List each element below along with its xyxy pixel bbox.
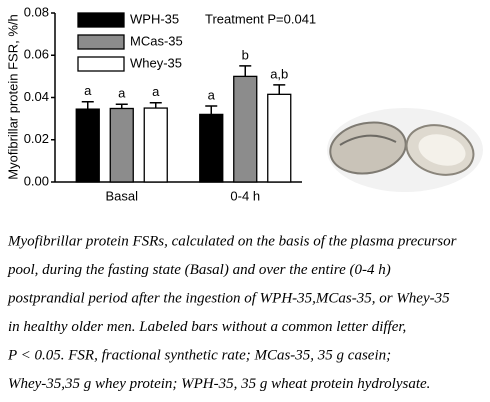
significance-letter: a: [118, 86, 126, 101]
significance-letter: b: [242, 47, 249, 62]
significance-letter: a,b: [270, 66, 288, 81]
error-bar: [81, 100, 94, 110]
legend-swatch: [77, 34, 125, 50]
bar: [143, 107, 168, 183]
annotation: Treatment P=0.041: [205, 11, 316, 26]
bar: [75, 108, 100, 183]
legend-swatch: [77, 12, 125, 28]
y-tick-label: 0.06: [24, 47, 49, 62]
legend-label: MCas-35: [130, 33, 183, 48]
error-bar: [239, 65, 252, 77]
y-tick-label: 0.02: [24, 131, 49, 146]
error-bar: [149, 102, 162, 109]
bar: [199, 113, 224, 183]
legend-label: WPH-35: [130, 11, 179, 26]
caption-line: in healthy older men. Labeled bars witho…: [8, 319, 406, 335]
y-tick-label: 0.04: [24, 89, 49, 104]
caption-line: postprandial period after the ingestion …: [7, 290, 450, 306]
bar: [233, 75, 258, 183]
x-tick-label: 0-4 h: [230, 188, 260, 203]
y-tick-label: 0.08: [24, 4, 49, 19]
error-bar: [115, 103, 128, 109]
significance-letter: a: [152, 84, 160, 99]
error-bar: [205, 105, 218, 115]
legend-label: Whey-35: [130, 55, 182, 70]
caption-line: Whey-35,35 g whey protein; WPH-35, 35 g …: [8, 376, 430, 392]
bar: [109, 107, 134, 183]
x-tick-label: Basal: [105, 188, 138, 203]
bar: [267, 93, 292, 183]
caption-line: P < 0.05. FSR, fractional synthetic rate…: [7, 347, 391, 363]
significance-letter: a: [84, 83, 92, 98]
caption-line: Myofibrillar protein FSRs, calculated on…: [7, 233, 457, 249]
significance-letter: a: [208, 87, 216, 102]
caption-line: pool, during the fasting state (Basal) a…: [7, 262, 391, 278]
y-axis-label: Myofibrillar protein FSR, %/h: [5, 14, 20, 179]
grain-image: [327, 108, 483, 192]
y-tick-label: 0.00: [24, 173, 49, 188]
error-bar: [273, 84, 286, 95]
legend-swatch: [77, 56, 125, 72]
